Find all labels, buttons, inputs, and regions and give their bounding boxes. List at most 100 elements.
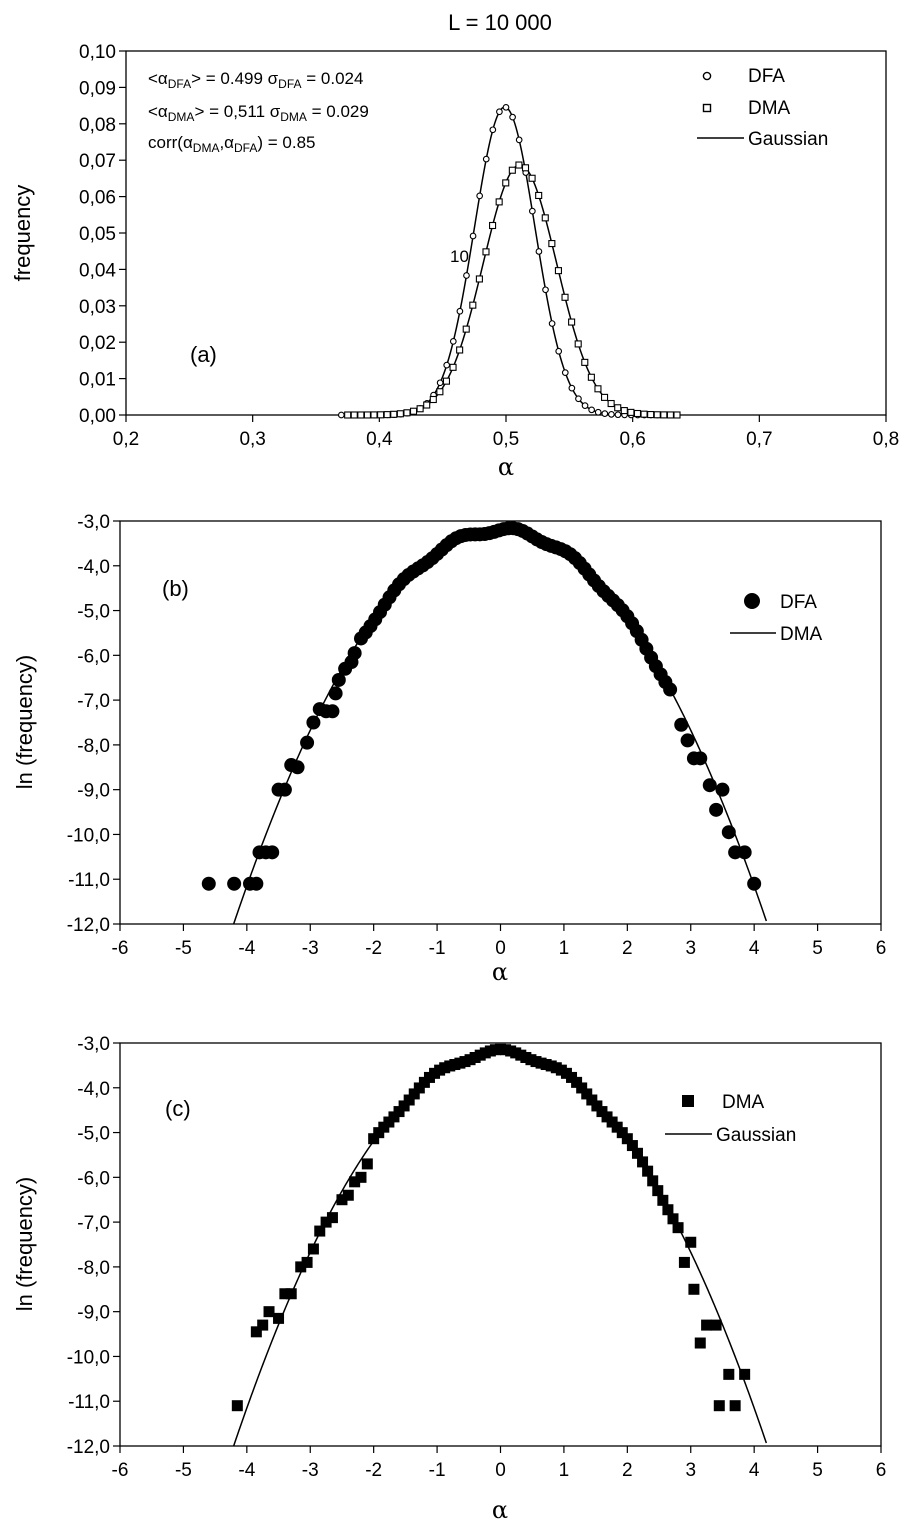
data-point-dma bbox=[361, 1158, 373, 1170]
data-point-dfa bbox=[509, 113, 516, 121]
data-point-dma bbox=[482, 248, 490, 256]
data-point-dfa bbox=[277, 782, 292, 797]
data-point-dma bbox=[739, 1368, 751, 1380]
data-point-dma bbox=[642, 1165, 654, 1177]
data-point-dma bbox=[398, 1100, 410, 1112]
y-tick-label: 0,04 bbox=[79, 260, 116, 281]
x-tick-label: 6 bbox=[876, 938, 887, 959]
data-point-dma bbox=[662, 1204, 674, 1216]
x-tick-label: 5 bbox=[812, 938, 823, 959]
data-point-dma bbox=[350, 411, 358, 419]
data-point-dma bbox=[416, 405, 424, 413]
data-point-dfa bbox=[201, 876, 216, 891]
x-tick-label: -6 bbox=[112, 938, 129, 959]
data-point-dfa bbox=[227, 876, 242, 891]
panel-b: -6 -5 -4 -3 -2 -1 0 1 2 3 4 5 6 -3,0 -4,0 -5,0 -6,0 -7,0 -… bbox=[12, 512, 886, 986]
data-point-dma bbox=[368, 1133, 380, 1145]
y-tick-label: 0,01 bbox=[79, 370, 116, 391]
legend-marker-dfa-b bbox=[744, 593, 760, 609]
data-point-dma bbox=[541, 214, 549, 222]
x-tick-label: 1 bbox=[559, 1460, 570, 1481]
data-point-dma bbox=[688, 1283, 700, 1295]
data-point-dma bbox=[409, 407, 418, 415]
data-point-dma bbox=[396, 410, 404, 418]
data-point-dma bbox=[621, 1133, 633, 1145]
data-point-dma bbox=[631, 1147, 643, 1159]
data-point-dfa bbox=[680, 733, 695, 748]
data-point-dfa bbox=[588, 406, 595, 414]
data-point-dma bbox=[257, 1319, 269, 1331]
data-point-dma bbox=[336, 1194, 348, 1206]
x-tick-label: 5 bbox=[812, 1460, 823, 1481]
gaussian-curve-dma bbox=[347, 164, 677, 416]
data-point-dma bbox=[561, 293, 569, 301]
data-point-dfa bbox=[515, 136, 523, 144]
data-point-dfa bbox=[548, 320, 556, 327]
y-tick-label: 0,03 bbox=[79, 297, 116, 318]
panel-label-b: (b) bbox=[162, 576, 189, 601]
panel-a: 0,2 0,3 0,4 0,5 0,6 0,7 0,8 0,00 0,01 0,02 0,03 0,0… bbox=[10, 42, 899, 481]
data-point-dma bbox=[349, 1176, 361, 1188]
x-axis-title-b: α bbox=[492, 958, 508, 986]
data-point-dfa bbox=[542, 286, 549, 294]
data-point-dma bbox=[429, 395, 437, 404]
y-tick-label: -3,0 bbox=[77, 1034, 110, 1055]
data-point-dfa bbox=[594, 408, 602, 416]
data-point-dma bbox=[571, 1076, 583, 1088]
panel-c: -6 -5 -4 -3 -2 -1 0 1 2 3 4 5 6 -3,0 -4,0 -5,0 -6,0 -7,0 -… bbox=[12, 1034, 886, 1524]
data-point-dma bbox=[576, 1082, 588, 1094]
legend-label-gaussian-c: Gaussian bbox=[716, 1125, 796, 1146]
data-point-dma bbox=[548, 240, 556, 248]
x-tick-label: 4 bbox=[749, 1460, 760, 1481]
data-point-dfa bbox=[581, 402, 589, 409]
data-point-dma bbox=[626, 1140, 638, 1152]
data-point-dma bbox=[594, 385, 602, 393]
data-point-dma bbox=[535, 191, 543, 200]
data-point-dma bbox=[403, 1094, 415, 1106]
data-point-dfa bbox=[702, 778, 717, 793]
data-point-dma bbox=[355, 1171, 367, 1183]
data-point-dfa bbox=[496, 108, 503, 116]
x-tick-label: 0,7 bbox=[746, 429, 772, 450]
data-point-dfa bbox=[325, 704, 340, 719]
data-point-dfa bbox=[555, 347, 563, 355]
data-point-dfa bbox=[476, 192, 484, 200]
y-tick-label: -7,0 bbox=[77, 691, 110, 712]
y-tick-label: -8,0 bbox=[77, 736, 110, 757]
data-point-dma bbox=[616, 1127, 628, 1139]
data-point-dma bbox=[653, 411, 661, 419]
data-point-dma bbox=[489, 221, 497, 230]
data-point-dma bbox=[607, 399, 615, 408]
data-point-dma bbox=[667, 1213, 679, 1225]
x-tick-label: 2 bbox=[622, 1460, 633, 1481]
data-point-dfa bbox=[721, 825, 736, 840]
y-tick-label: -6,0 bbox=[77, 646, 110, 667]
data-point-dfa bbox=[469, 232, 477, 240]
data-point-dma bbox=[436, 388, 444, 396]
y-tick-label: -9,0 bbox=[77, 1303, 110, 1324]
data-point-dma bbox=[475, 275, 483, 283]
data-point-dma bbox=[586, 1094, 598, 1106]
x-tick-label: -2 bbox=[365, 1460, 382, 1481]
y-tick-label: 0,05 bbox=[79, 224, 116, 245]
y-tick-label: -10,0 bbox=[67, 1347, 110, 1368]
y-tick-label: 0,10 bbox=[79, 42, 116, 63]
data-point-dfa bbox=[561, 369, 569, 376]
data-point-dfa bbox=[331, 672, 346, 687]
y-tick-label: -6,0 bbox=[77, 1168, 110, 1189]
y-tick-label: 0,08 bbox=[79, 115, 116, 136]
data-point-dma bbox=[673, 411, 681, 419]
data-point-dma bbox=[495, 198, 503, 206]
data-point-dma bbox=[729, 1400, 741, 1412]
data-point-dma bbox=[390, 410, 398, 418]
x-tick-label: -1 bbox=[429, 1460, 446, 1481]
data-point-dma bbox=[591, 1100, 603, 1112]
data-point-dfa bbox=[482, 155, 490, 163]
panel-label-c: (c) bbox=[165, 1096, 191, 1121]
legend-label-dfa-a: DFA bbox=[748, 66, 785, 87]
data-point-dfa bbox=[489, 126, 497, 134]
y-tick-label: -12,0 bbox=[67, 915, 110, 936]
legend-label-dma-b: DMA bbox=[780, 624, 823, 645]
data-point-dma bbox=[320, 1216, 332, 1228]
data-point-dma bbox=[469, 301, 477, 309]
